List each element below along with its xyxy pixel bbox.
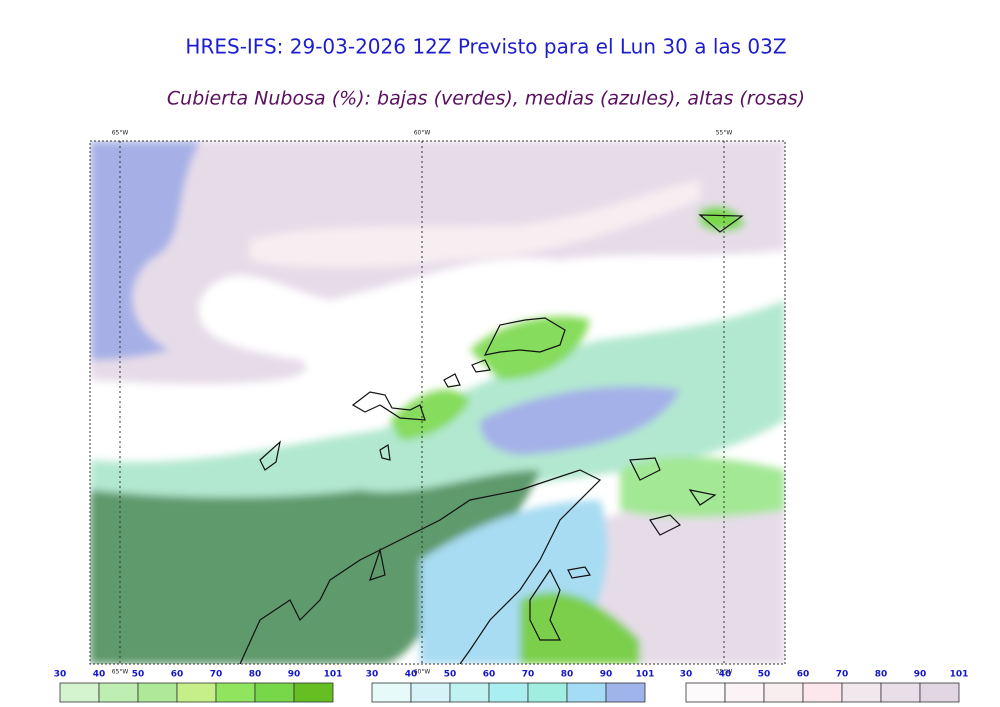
colorbar-swatch: [566, 682, 607, 703]
subtitle: Cubierta Nubosa (%): bajas (verdes), med…: [167, 88, 805, 110]
colorbar-label: 50: [132, 670, 145, 680]
meridians: [119, 141, 725, 664]
colorbar-swatch: [371, 682, 412, 703]
colorbar-swatch: [488, 682, 529, 703]
coastlines: [239, 214, 744, 664]
title: HRES-IFS: 29-03-2026 12Z Previsto para e…: [185, 35, 786, 59]
colorbar-swatch: [449, 682, 490, 703]
lon-label: 65°W: [112, 669, 129, 676]
colorbar-swatch: [176, 682, 217, 703]
colorbar-swatch: [59, 682, 100, 703]
colorbar-swatch: [724, 682, 765, 703]
map: [90, 141, 785, 664]
colorbar-label: 101: [636, 670, 655, 680]
lon-label: 60°W: [414, 669, 431, 676]
colorbar-label: 40: [93, 670, 106, 680]
colorbar-label: 90: [914, 670, 927, 680]
colorbar-swatch: [215, 682, 256, 703]
map-frame: [89, 140, 786, 665]
colorbar-label: 101: [324, 670, 343, 680]
colorbar-label: 50: [444, 670, 457, 680]
colorbar-label: 90: [600, 670, 613, 680]
colorbar-label: 30: [680, 670, 693, 680]
colorbar-label: 40: [405, 670, 418, 680]
colorbar-label: 80: [561, 670, 574, 680]
colorbar-label: 60: [171, 670, 184, 680]
colorbar-label: 60: [797, 670, 810, 680]
colorbar-label: 80: [875, 670, 888, 680]
colorbar-swatch: [98, 682, 139, 703]
cloud-fields: [90, 141, 785, 664]
lon-label: 65°W: [112, 130, 129, 137]
colorbar-swatch: [685, 682, 726, 703]
colorbar-label: 80: [249, 670, 262, 680]
colorbar-label: 70: [522, 670, 535, 680]
colorbar-label: 50: [758, 670, 771, 680]
colorbar-label: 30: [366, 670, 379, 680]
colorbar-swatch: [802, 682, 843, 703]
lon-label: 55°W: [716, 130, 733, 137]
colorbar-label: 101: [950, 670, 969, 680]
colorbar-label: 40: [719, 670, 732, 680]
colorbar-label: 90: [288, 670, 301, 680]
colorbar-swatch: [841, 682, 882, 703]
colorbar-swatch: [410, 682, 451, 703]
colorbar-swatch: [254, 682, 295, 703]
colorbar-swatch: [527, 682, 568, 703]
lon-label: 55°W: [716, 669, 733, 676]
colorbar-swatch: [763, 682, 804, 703]
colorbar-label: 70: [210, 670, 223, 680]
colorbar-label: 30: [54, 670, 67, 680]
lon-label: 60°W: [414, 130, 431, 137]
colorbar-swatch: [137, 682, 178, 703]
colorbar-swatch: [919, 682, 960, 703]
colorbar-swatch: [880, 682, 921, 703]
colorbar-label: 60: [483, 670, 496, 680]
colorbar-label: 70: [836, 670, 849, 680]
colorbar-swatch: [605, 682, 646, 703]
colorbar-swatch: [293, 682, 334, 703]
